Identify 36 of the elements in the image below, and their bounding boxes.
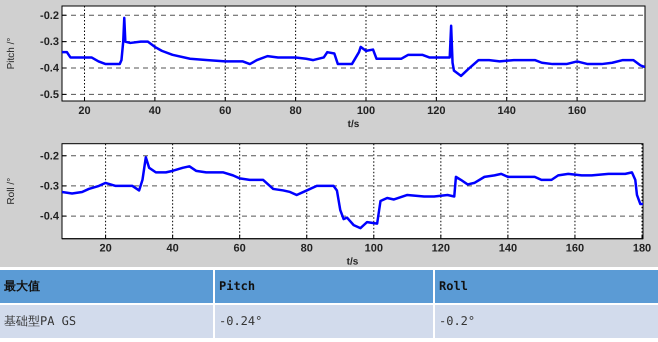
y-tick-label: -0.4 <box>40 62 60 75</box>
x-tick-label: 20 <box>78 104 91 117</box>
y-tick-label: -0.3 <box>40 36 59 48</box>
y-tick-label: -0.2 <box>40 10 59 22</box>
x-tick-label: 140 <box>498 242 518 255</box>
text: 最大值 <box>0 270 213 303</box>
text: 基础型PA GS <box>0 305 213 338</box>
text: -0.2° <box>435 305 658 338</box>
x-axis-title: t/s <box>346 256 359 268</box>
text: Pitch <box>215 270 433 303</box>
x-tick-label: 40 <box>148 104 162 117</box>
y-tick-label: -0.2 <box>40 150 59 162</box>
line-series <box>62 156 643 230</box>
line-series <box>62 16 645 78</box>
x-tick-label: 160 <box>568 104 586 117</box>
x-tick-label: 120 <box>427 104 446 117</box>
y-axis-title: Pitch /° <box>6 38 17 70</box>
x-tick-label: 180 <box>632 242 652 255</box>
x-tick-label: 80 <box>300 242 313 255</box>
x-tick-label: 60 <box>219 104 232 117</box>
y-tick-label: -0.4 <box>40 210 60 223</box>
x-tick-label: 160 <box>566 242 584 255</box>
y-tick-label: -0.5 <box>40 88 59 101</box>
x-tick-label: 40 <box>166 242 179 255</box>
y-tick-label: -0.3 <box>40 180 59 192</box>
x-tick-label: 80 <box>289 104 302 117</box>
x-axis-title: t/s <box>348 119 360 130</box>
x-tick-label: 20 <box>99 242 112 255</box>
text: -0.24° <box>215 305 433 338</box>
x-tick-label: 100 <box>364 242 383 255</box>
text: Roll <box>435 270 658 303</box>
x-tick-label: 120 <box>432 242 450 255</box>
x-tick-label: 60 <box>234 242 246 255</box>
x-tick-label: 100 <box>356 104 376 117</box>
y-axis-title: Roll /° <box>6 178 17 205</box>
x-tick-label: 140 <box>498 104 516 117</box>
